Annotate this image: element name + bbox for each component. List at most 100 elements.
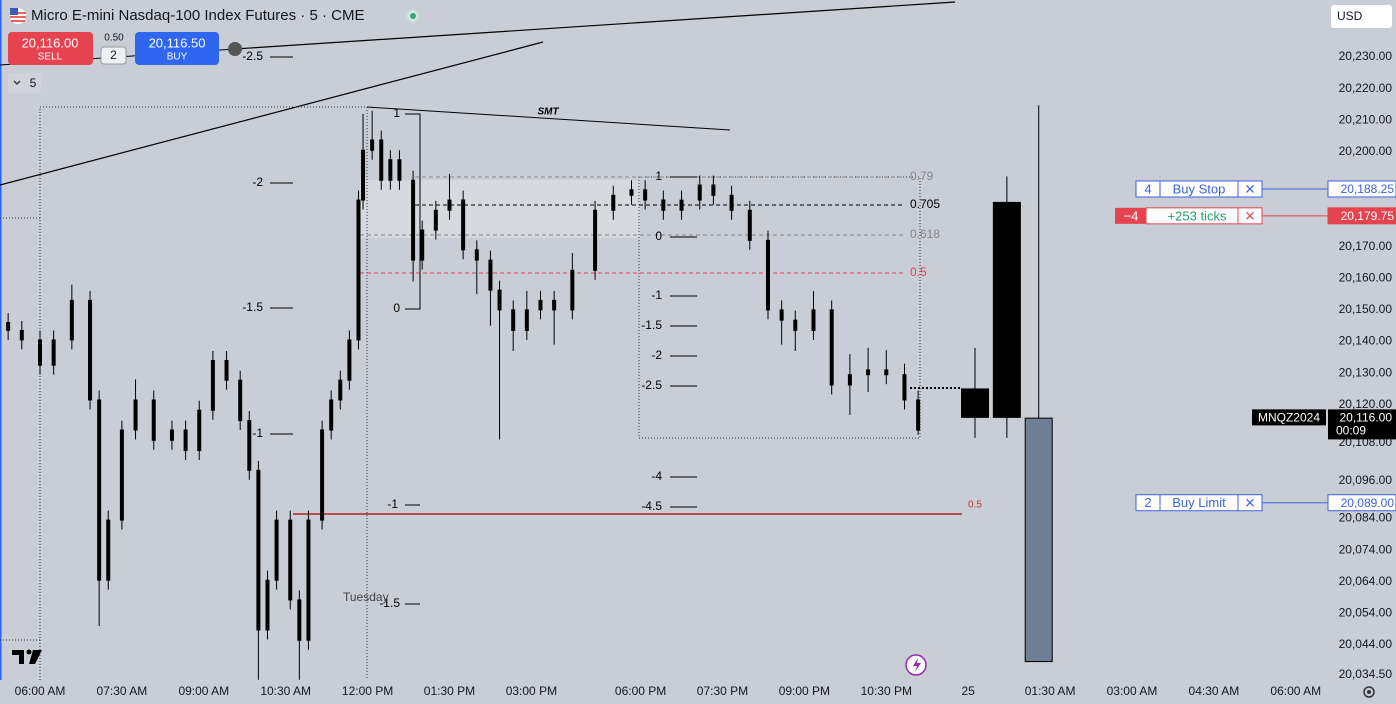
interval-button[interactable]: 5	[8, 73, 41, 93]
candle-body	[224, 359, 229, 381]
flag-icon	[10, 8, 26, 24]
candle-body	[497, 289, 502, 311]
candle-body	[97, 399, 102, 581]
y-tick-label: 20,210.00	[1339, 112, 1393, 126]
candle-body	[629, 189, 634, 196]
candle-body	[69, 299, 74, 341]
symbol-box	[1252, 409, 1326, 426]
order-qty[interactable]: 4	[1144, 181, 1151, 196]
annotation: -2	[651, 348, 662, 362]
quantity[interactable]: 2	[110, 48, 117, 62]
x-tick-label: 04:30 AM	[1189, 684, 1240, 698]
candle-body	[992, 201, 1021, 418]
annotation: -2.5	[242, 49, 263, 63]
buy-price[interactable]: 20,116.50	[149, 35, 206, 50]
candle-body	[570, 269, 575, 311]
candle-body	[779, 309, 784, 321]
annotation: 0.5	[968, 500, 982, 511]
quantity-box[interactable]: 2	[100, 46, 127, 65]
candle-body	[679, 199, 684, 211]
y-tick-label: 20,044.00	[1339, 637, 1393, 651]
candle-body	[411, 179, 416, 261]
x-tick-label: 07:30 PM	[697, 684, 748, 698]
candle-body	[297, 599, 302, 641]
cancel-order[interactable]	[1246, 185, 1254, 193]
candle-body	[765, 239, 770, 311]
candle-body	[866, 369, 871, 376]
annotation: -1	[651, 288, 662, 302]
candle-body	[338, 379, 343, 401]
settings-icon[interactable]	[1363, 686, 1375, 698]
range-box	[638, 176, 921, 439]
symbol-label: MNQZ2024	[1258, 411, 1320, 425]
candle-body	[711, 184, 716, 196]
cancel-order[interactable]	[1246, 211, 1254, 220]
candle-body	[238, 379, 243, 422]
currency[interactable]: USD	[1337, 9, 1363, 23]
y-tick-label: 20,120.00	[1339, 397, 1393, 411]
candle-body	[256, 469, 261, 631]
y-tick-label: 20,096.00	[1339, 473, 1393, 487]
annotation: -1	[252, 426, 263, 440]
annotation: -1.5	[379, 596, 400, 610]
candle-body	[916, 399, 921, 431]
buy-button[interactable]: 20,116.50 BUY	[135, 32, 219, 65]
sell-button[interactable]: 20,116.00 SELL	[8, 32, 93, 65]
x-tick-label: 06:00 PM	[615, 684, 666, 698]
interval[interactable]: 5	[30, 76, 37, 90]
candle-body	[388, 159, 393, 181]
candle-body	[306, 519, 311, 641]
fib-bracket	[405, 113, 421, 310]
annotation: 0.618	[910, 227, 940, 241]
cancel-order[interactable]	[1246, 498, 1254, 507]
annotation: -2.5	[641, 378, 662, 392]
candle-body	[433, 209, 438, 231]
x-tick-label: 10:30 PM	[861, 684, 912, 698]
annotation: -2	[252, 175, 263, 189]
countdown: 00:09	[1336, 424, 1366, 438]
x-tick-label: 25	[962, 684, 976, 698]
candle-body	[902, 374, 907, 401]
y-tick-label: 20,160.00	[1339, 270, 1393, 284]
x-tick-label: 10:30 AM	[260, 684, 311, 698]
candle-body	[133, 399, 138, 431]
x-tick-label: 06:00 AM	[1270, 684, 1321, 698]
candle-body	[661, 199, 666, 211]
x-tick-label: 12:00 PM	[342, 684, 393, 698]
order-qty[interactable]: 2	[1144, 495, 1151, 510]
last-price: 20,116.00	[1340, 411, 1393, 425]
candle-body	[183, 429, 188, 452]
candle-body	[847, 374, 852, 386]
position-qty[interactable]: −4	[1124, 208, 1139, 223]
x-tick-label: 09:00 PM	[779, 684, 830, 698]
more-button[interactable]	[228, 42, 242, 56]
sell-price[interactable]: 20,116.00	[22, 35, 79, 50]
buy-label[interactable]: BUY	[167, 52, 188, 63]
candle-body	[347, 339, 352, 381]
candle-body	[370, 139, 375, 151]
y-tick-label: 20,170.00	[1339, 239, 1393, 253]
candle-body	[884, 369, 889, 376]
position-qty-box[interactable]	[1115, 207, 1146, 224]
symbol-title: Micro E-mini Nasdaq-100 Index Futures · …	[31, 7, 364, 24]
spread: 0.50	[104, 33, 124, 44]
candle-body	[329, 399, 334, 431]
status-dot	[410, 13, 416, 19]
candle-body	[247, 420, 252, 471]
annotation: 0.705	[910, 197, 940, 211]
sell-label[interactable]: SELL	[38, 52, 63, 63]
candle-body	[19, 329, 24, 341]
zone	[360, 180, 640, 238]
currency-button[interactable]: USD	[1331, 5, 1392, 28]
y-tick-label: 20,084.00	[1339, 511, 1393, 525]
candle-body	[265, 579, 270, 631]
order-price: 20,179.75	[1341, 209, 1395, 223]
candle-body	[320, 429, 325, 521]
candle-body	[420, 229, 425, 261]
y-tick-label: 20,140.00	[1339, 334, 1393, 348]
order-type[interactable]: Buy Limit	[1172, 495, 1226, 510]
position-pnl[interactable]: +253 ticks	[1168, 208, 1227, 223]
order-type[interactable]: Buy Stop	[1173, 181, 1226, 196]
alert-icon[interactable]	[905, 654, 927, 676]
